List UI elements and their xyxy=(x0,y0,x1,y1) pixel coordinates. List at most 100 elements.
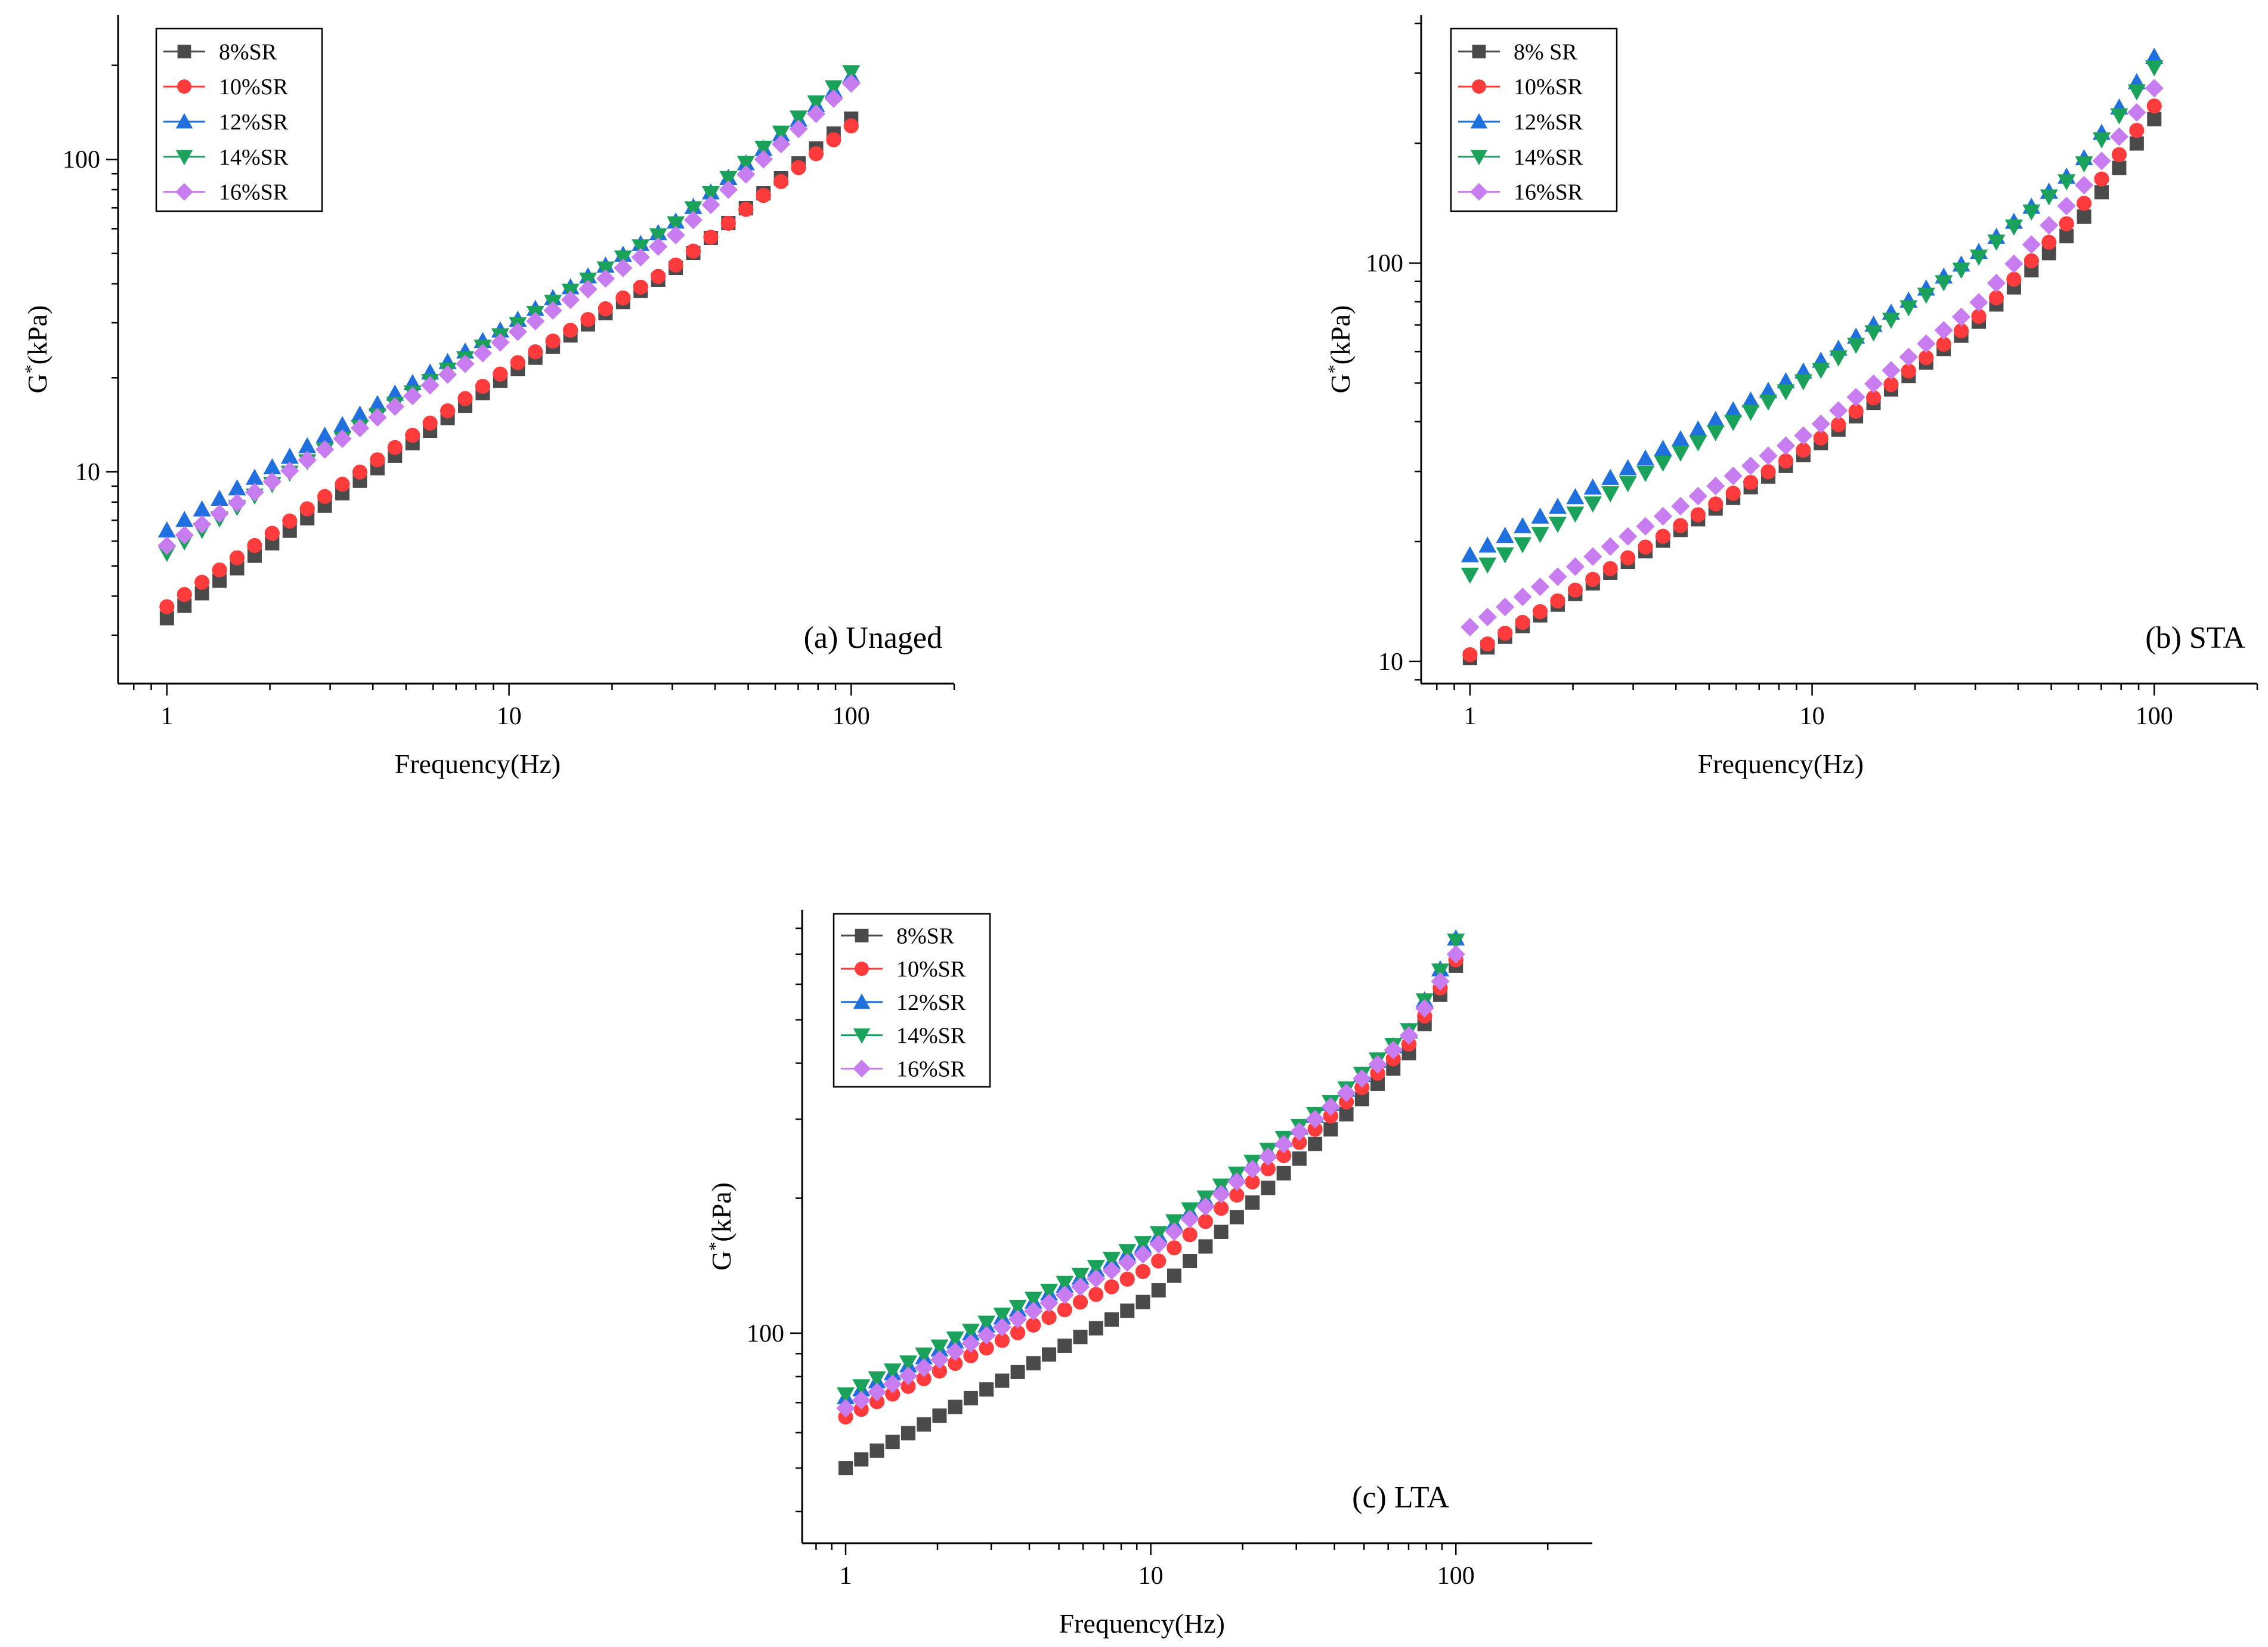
data-point xyxy=(1149,1226,1168,1243)
data-point xyxy=(1636,517,1655,536)
data-point xyxy=(754,140,773,157)
x-tick-label: 100 xyxy=(2136,703,2173,730)
data-point xyxy=(387,440,403,455)
legend-marker xyxy=(175,183,193,201)
data-point xyxy=(1055,1286,1074,1305)
data-point xyxy=(1777,372,1795,388)
data-point xyxy=(368,408,387,427)
data-point xyxy=(649,237,668,257)
data-point xyxy=(177,598,192,613)
x-tick-label: 100 xyxy=(1437,1562,1475,1590)
data-point xyxy=(1706,410,1725,427)
data-point xyxy=(1167,1268,1181,1283)
series-2 xyxy=(838,952,1463,1425)
data-point xyxy=(299,501,315,517)
y-axis-title-unit: (kPa) xyxy=(706,1182,737,1242)
y-axis-title-superscript: * xyxy=(1325,364,1344,373)
data-point xyxy=(1708,496,1724,512)
data-point xyxy=(615,290,631,306)
data-point xyxy=(668,257,683,273)
data-point xyxy=(580,311,596,327)
data-point xyxy=(1741,391,1760,408)
data-point xyxy=(1565,557,1585,576)
legend-label: 8%SR xyxy=(219,39,277,64)
data-point xyxy=(1496,597,1515,617)
data-point xyxy=(1214,1200,1229,1216)
legend-label: 8%SR xyxy=(896,923,955,948)
series-4 xyxy=(836,934,1465,1404)
data-point xyxy=(772,134,791,154)
data-point xyxy=(420,376,440,395)
data-point xyxy=(1671,445,1690,462)
data-point xyxy=(2145,79,2164,98)
data-point xyxy=(280,447,299,464)
data-point xyxy=(824,80,843,97)
data-point xyxy=(1496,527,1514,543)
data-point xyxy=(1987,273,2006,293)
data-point xyxy=(614,258,633,277)
data-point xyxy=(1865,390,1882,406)
data-point xyxy=(1954,323,1969,339)
y-tick-label: 10 xyxy=(75,459,100,486)
data-point xyxy=(2093,132,2111,149)
data-point xyxy=(1261,1181,1276,1195)
data-point xyxy=(403,387,422,406)
data-point xyxy=(1811,414,1830,434)
data-point xyxy=(948,1399,963,1414)
data-point xyxy=(1934,321,1953,340)
data-point xyxy=(1848,403,1864,419)
data-point xyxy=(789,119,808,138)
legend: 8%SR 10%SR 12%SR 14%SR 16%SR xyxy=(833,913,991,1088)
panel-label: (a) Unaged xyxy=(804,621,942,655)
data-point xyxy=(1514,517,1532,533)
data-point xyxy=(2127,84,2146,101)
data-point xyxy=(1008,1299,1027,1316)
data-point xyxy=(1339,1107,1354,1121)
data-point xyxy=(2004,254,2023,273)
data-point xyxy=(245,483,264,502)
data-point xyxy=(994,1333,1010,1348)
data-point xyxy=(1149,1234,1168,1254)
data-point xyxy=(963,1390,978,1405)
data-point xyxy=(1566,488,1585,505)
data-point xyxy=(1245,1195,1260,1210)
series-2 xyxy=(1462,98,2162,663)
legend-marker xyxy=(175,150,193,166)
data-point xyxy=(2022,235,2041,254)
data-point xyxy=(370,452,385,468)
series-4 xyxy=(1461,60,2164,584)
data-point xyxy=(719,171,738,187)
data-point xyxy=(1846,388,1865,407)
data-point xyxy=(2040,189,2058,206)
data-point xyxy=(1777,384,1795,401)
data-point xyxy=(247,537,262,554)
data-point xyxy=(701,195,720,214)
data-point xyxy=(229,550,245,566)
data-point xyxy=(440,403,456,419)
data-point xyxy=(352,464,368,480)
data-point xyxy=(2022,204,2041,221)
data-point xyxy=(2041,234,2057,250)
data-point xyxy=(262,472,281,491)
data-point xyxy=(1969,293,1988,312)
data-point xyxy=(852,1390,871,1410)
data-point xyxy=(1620,550,1636,566)
data-point xyxy=(351,405,369,422)
series-5 xyxy=(157,74,861,555)
data-point xyxy=(405,428,420,443)
legend: 8%SR 10%SR 12%SR 14%SR 16%SR xyxy=(155,27,323,212)
data-point xyxy=(543,301,562,320)
data-point xyxy=(1515,614,1530,631)
data-point xyxy=(1165,1214,1183,1231)
data-point xyxy=(1119,1271,1135,1287)
data-point xyxy=(1384,1040,1403,1059)
data-point xyxy=(1583,547,1602,566)
data-point xyxy=(1042,1347,1057,1362)
data-point xyxy=(1514,537,1532,554)
series-5 xyxy=(1461,79,2164,636)
data-point xyxy=(883,1374,902,1393)
data-point xyxy=(2092,152,2111,171)
y-axis-title: G*(kPa) xyxy=(1325,305,1356,394)
data-point xyxy=(2109,127,2129,146)
